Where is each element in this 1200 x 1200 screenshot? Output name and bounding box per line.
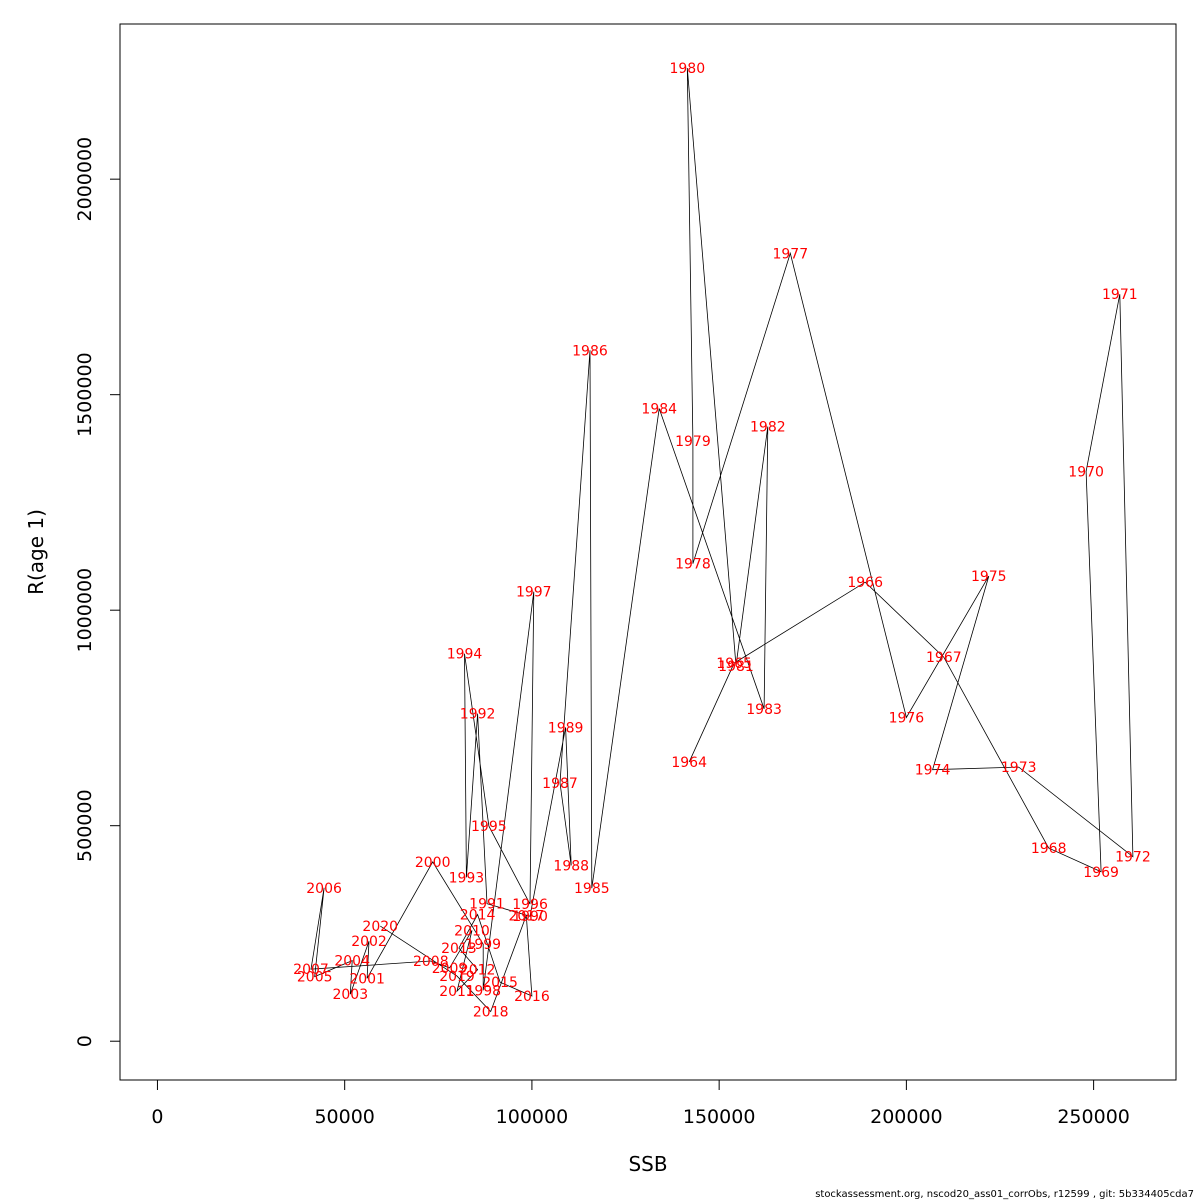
point-label-2005: 2005 [297, 970, 333, 986]
point-label-1974: 1974 [915, 763, 951, 779]
point-label-1988: 1988 [553, 858, 589, 874]
point-label-2016: 2016 [514, 989, 550, 1005]
point-label-1979: 1979 [675, 434, 711, 450]
point-label-2006: 2006 [306, 881, 342, 897]
point-label-2009: 2009 [432, 961, 468, 977]
point-label-1990: 1990 [512, 909, 548, 925]
point-label-1973: 1973 [1001, 760, 1037, 776]
point-label-2010: 2010 [454, 923, 490, 939]
point-label-2013: 2013 [441, 941, 477, 957]
x-tick-label: 200000 [870, 1106, 943, 1128]
x-tick-label: 0 [151, 1106, 163, 1128]
point-label-1969: 1969 [1083, 865, 1119, 881]
point-label-2017: 2017 [508, 908, 544, 924]
y-axis-title: R(age 1) [24, 509, 48, 595]
y-tick-label: 2000000 [74, 137, 96, 222]
y-tick-label: 0 [74, 1035, 96, 1047]
point-label-2020: 2020 [362, 919, 398, 935]
point-label-2000: 2000 [415, 855, 451, 871]
point-label-1964: 1964 [671, 755, 707, 771]
point-label-2015: 2015 [482, 975, 518, 991]
y-tick-label: 1500000 [74, 352, 96, 437]
point-label-1998: 1998 [465, 983, 501, 999]
point-label-1986: 1986 [572, 343, 608, 359]
x-tick-label: 100000 [496, 1106, 569, 1128]
point-label-1996: 1996 [512, 897, 548, 913]
point-label-2011: 2011 [439, 984, 475, 1000]
point-label-1981: 1981 [718, 659, 754, 675]
x-tick-label: 250000 [1057, 1106, 1130, 1128]
point-label-2007: 2007 [293, 962, 329, 978]
point-label-1980: 1980 [669, 61, 705, 77]
footer-note: stockassessment.org, nscod20_ass01_corrO… [815, 1189, 1194, 1200]
point-label-1985: 1985 [574, 881, 610, 897]
point-label-1965: 1965 [716, 656, 752, 672]
point-label-1989: 1989 [548, 720, 584, 736]
point-label-1992: 1992 [460, 707, 496, 723]
point-label-2001: 2001 [349, 971, 385, 987]
x-tick-label: 150000 [683, 1106, 756, 1128]
point-label-1997: 1997 [516, 585, 552, 601]
point-label-1993: 1993 [449, 870, 485, 886]
point-label-2014: 2014 [460, 907, 496, 923]
plot-area-frame [119, 23, 1177, 1081]
point-label-1966: 1966 [847, 575, 883, 591]
point-label-2019: 2019 [439, 969, 475, 985]
point-label-1987: 1987 [542, 776, 578, 792]
point-label-2002: 2002 [351, 934, 387, 950]
point-label-1984: 1984 [641, 401, 677, 417]
point-label-1983: 1983 [746, 702, 782, 718]
point-label-1994: 1994 [447, 647, 483, 663]
point-label-1975: 1975 [971, 569, 1007, 585]
point-label-2018: 2018 [473, 1004, 509, 1020]
series-path [310, 67, 1134, 1013]
point-label-1968: 1968 [1031, 841, 1067, 857]
point-label-1972: 1972 [1115, 850, 1151, 866]
point-label-1967: 1967 [926, 650, 962, 666]
series-line [310, 67, 1134, 1013]
point-label-1982: 1982 [750, 420, 786, 436]
point-label-1971: 1971 [1102, 287, 1138, 303]
point-label-2012: 2012 [460, 963, 496, 979]
point-label-2008: 2008 [413, 954, 449, 970]
point-label-2004: 2004 [334, 954, 370, 970]
point-label-1991: 1991 [469, 897, 505, 913]
point-label-1999: 1999 [465, 937, 501, 953]
x-axis: 0 50000 100000 150000 200000 250000 [151, 1079, 1130, 1128]
point-labels: 1964 1965 1966 1967 1968 1969 1970 1971 1972 1973… [293, 61, 1151, 1021]
y-axis: 0 500000 1000000 1500000 2000000 [74, 137, 121, 1047]
point-label-1995: 1995 [471, 819, 507, 835]
x-axis-title: SSB [628, 1152, 667, 1176]
point-label-1970: 1970 [1068, 464, 1104, 480]
y-tick-label: 500000 [74, 789, 96, 862]
point-label-1976: 1976 [889, 711, 925, 727]
x-tick-label: 50000 [314, 1106, 374, 1128]
point-label-1977: 1977 [772, 246, 808, 262]
y-tick-label: 1000000 [74, 568, 96, 653]
point-label-1978: 1978 [675, 557, 711, 573]
point-label-2003: 2003 [332, 987, 368, 1003]
